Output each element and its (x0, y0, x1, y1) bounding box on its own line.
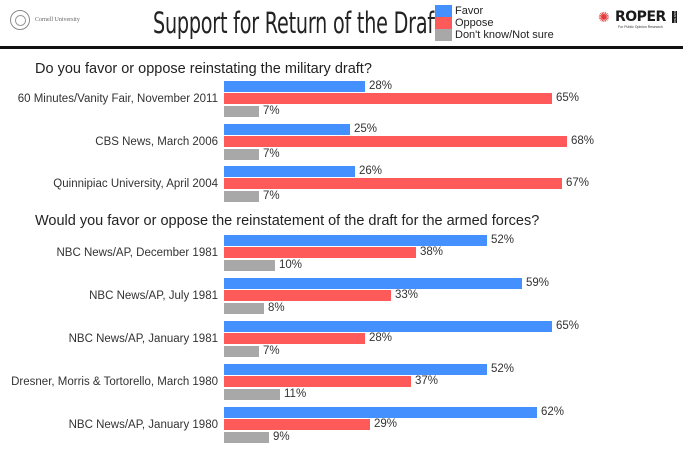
category-label: NBC News/AP, January 1981 (68, 333, 218, 346)
legend-label: Favor (455, 5, 484, 17)
legend: Favor Oppose Don't know/Not sure (435, 5, 554, 41)
bar-favor (224, 124, 350, 135)
data-label-oppose: 33% (395, 289, 419, 302)
section-heading: Would you favor or oppose the reinstatem… (35, 213, 540, 229)
legend-item-favor: Favor (435, 5, 554, 17)
bar-oppose (224, 419, 370, 431)
legend-item-unsure: Don't know/Not sure (435, 29, 554, 41)
data-label-oppose: 37% (415, 375, 439, 388)
bar-favor (224, 235, 487, 246)
data-label-favor: 28% (369, 80, 393, 92)
cornell-logo: Cornell University (10, 10, 80, 30)
bar-unsure (224, 302, 264, 314)
data-label-oppose: 38% (420, 246, 444, 259)
data-label-favor: 25% (354, 123, 378, 135)
roper-logo: ✺ ROPER CENTER For Public Opinion Resear… (598, 10, 678, 34)
data-label-favor: 52% (491, 234, 515, 246)
data-label-unsure: 7% (263, 104, 280, 117)
data-label-unsure: 9% (273, 430, 290, 443)
legend-item-oppose: Oppose (435, 17, 554, 29)
data-label-oppose: 29% (374, 418, 398, 431)
category-label: NBC News/AP, January 1980 (68, 419, 218, 432)
data-label-unsure: 7% (263, 344, 280, 357)
legend-swatch-unsure (435, 29, 452, 41)
bar-oppose (224, 376, 411, 388)
bar-favor (224, 407, 537, 418)
legend-swatch-oppose (435, 17, 452, 29)
bar-unsure (224, 345, 259, 357)
bar-oppose (224, 290, 391, 302)
bar-unsure (224, 259, 275, 271)
bar-unsure (224, 388, 280, 400)
roper-name: ROPER (615, 9, 666, 25)
roper-burst-icon: ✺ (598, 9, 610, 25)
data-label-favor: 59% (526, 277, 550, 289)
cornell-seal-icon (10, 10, 30, 30)
bar-oppose (224, 93, 552, 105)
roper-subtitle: For Public Opinion Research (618, 25, 663, 29)
data-label-favor: 26% (359, 165, 383, 177)
bar-favor (224, 364, 487, 375)
category-label: Dresner, Morris & Tortorello, March 1980 (11, 376, 218, 389)
chart-title: Support for Return of the Draft (153, 6, 441, 40)
data-label-favor: 65% (556, 320, 580, 332)
section-heading: Do you favor or oppose reinstating the m… (35, 61, 372, 77)
bar-unsure (224, 431, 269, 443)
legend-swatch-favor (435, 5, 452, 17)
category-label: CBS News, March 2006 (95, 136, 218, 149)
bar-unsure (224, 105, 259, 117)
bar-favor (224, 321, 552, 332)
header: Cornell University Support for Return of… (0, 0, 683, 46)
data-label-oppose: 68% (571, 135, 595, 148)
institution-name: Cornell University (35, 17, 80, 23)
bar-oppose (224, 178, 562, 190)
data-label-unsure: 10% (279, 258, 303, 271)
legend-label: Don't know/Not sure (455, 29, 554, 41)
data-label-unsure: 7% (263, 189, 280, 202)
bar-unsure (224, 148, 259, 160)
data-label-unsure: 11% (284, 387, 307, 400)
bar-favor (224, 166, 355, 177)
data-label-unsure: 7% (263, 147, 280, 160)
bar-oppose (224, 247, 416, 259)
bar-oppose (224, 333, 365, 345)
data-label-oppose: 65% (556, 92, 580, 105)
bar-favor (224, 81, 365, 92)
data-label-unsure: 8% (268, 301, 285, 314)
category-label: Quinnipiac University, April 2004 (53, 178, 218, 191)
category-label: NBC News/AP, July 1981 (89, 290, 218, 303)
data-label-favor: 52% (491, 363, 515, 375)
category-label: NBC News/AP, December 1981 (56, 247, 219, 260)
bar-oppose (224, 136, 567, 148)
roper-side-text: CENTER (672, 11, 677, 23)
data-label-oppose: 67% (566, 177, 590, 190)
header-divider (0, 46, 683, 49)
data-label-favor: 62% (541, 406, 565, 418)
legend-label: Oppose (455, 17, 494, 29)
data-label-oppose: 28% (369, 332, 393, 345)
category-label: 60 Minutes/Vanity Fair, November 2011 (17, 93, 218, 106)
bar-unsure (224, 190, 259, 202)
bar-favor (224, 278, 522, 289)
